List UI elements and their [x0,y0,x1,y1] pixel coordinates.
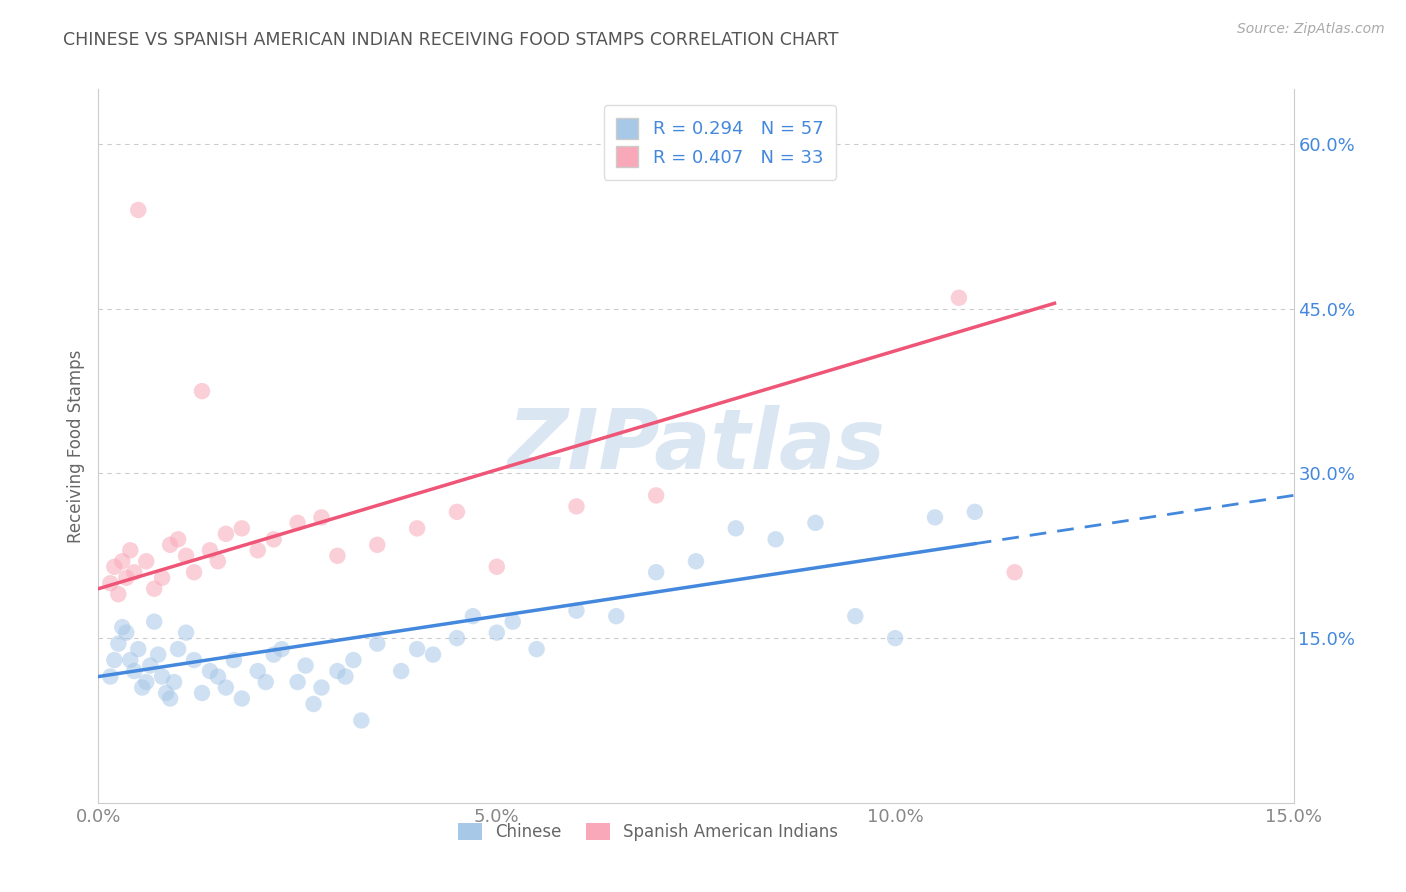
Text: ZIPatlas: ZIPatlas [508,406,884,486]
Point [148,648,170,662]
Point [246,543,269,558]
Point [103,559,125,574]
Point [422,648,444,662]
Point [159,538,181,552]
Point [366,538,388,552]
Point [131,681,153,695]
Point [294,658,316,673]
Point [215,526,238,541]
Text: Source: ZipAtlas.com: Source: ZipAtlas.com [1237,22,1385,37]
Point [150,669,173,683]
Point [155,686,177,700]
Point [143,582,166,596]
Point [115,571,138,585]
Point [884,631,907,645]
Point [198,543,221,558]
Point [645,488,668,502]
Point [254,675,277,690]
Point [326,664,349,678]
Point [406,642,429,657]
Legend: Chinese, Spanish American Indians: Chinese, Spanish American Indians [451,816,845,848]
Point [191,384,214,398]
Point [183,566,205,580]
Point [191,686,214,700]
Point [326,549,349,563]
Point [963,505,986,519]
Point [150,571,173,585]
Point [526,642,548,657]
Point [844,609,866,624]
Point [565,500,588,514]
Point [406,521,429,535]
Point [263,648,285,662]
Point [139,658,162,673]
Point [446,505,468,519]
Point [311,510,333,524]
Point [103,653,125,667]
Point [207,554,229,568]
Point [502,615,524,629]
Point [270,642,292,657]
Point [222,653,245,667]
Point [163,675,186,690]
Point [174,625,197,640]
Point [183,653,205,667]
Point [167,533,190,547]
Point [120,543,142,558]
Point [124,566,146,580]
Point [198,664,221,678]
Point [111,620,134,634]
Point [135,554,157,568]
Point [287,675,309,690]
Point [724,521,747,535]
Point [207,669,229,683]
Point [263,533,285,547]
Point [335,669,357,683]
Point [342,653,364,667]
Point [461,609,484,624]
Point [350,714,373,728]
Point [685,554,707,568]
Point [115,625,138,640]
Point [111,554,134,568]
Point [924,510,946,524]
Point [446,631,468,645]
Point [120,653,142,667]
Point [98,669,122,683]
Point [804,516,827,530]
Point [174,549,197,563]
Point [127,642,149,657]
Text: CHINESE VS SPANISH AMERICAN INDIAN RECEIVING FOOD STAMPS CORRELATION CHART: CHINESE VS SPANISH AMERICAN INDIAN RECEI… [63,31,839,49]
Point [485,559,508,574]
Point [143,615,166,629]
Point [302,697,325,711]
Y-axis label: Receiving Food Stamps: Receiving Food Stamps [66,350,84,542]
Point [485,625,508,640]
Point [167,642,190,657]
Point [948,291,970,305]
Point [124,664,146,678]
Point [107,587,129,601]
Point [765,533,787,547]
Point [605,609,627,624]
Point [231,691,253,706]
Point [389,664,412,678]
Point [645,566,668,580]
Point [246,664,269,678]
Point [565,604,588,618]
Point [127,202,149,217]
Point [1004,566,1026,580]
Point [98,576,122,591]
Point [311,681,333,695]
Point [287,516,309,530]
Point [215,681,238,695]
Point [135,675,157,690]
Point [159,691,181,706]
Point [107,637,129,651]
Point [366,637,388,651]
Point [231,521,253,535]
